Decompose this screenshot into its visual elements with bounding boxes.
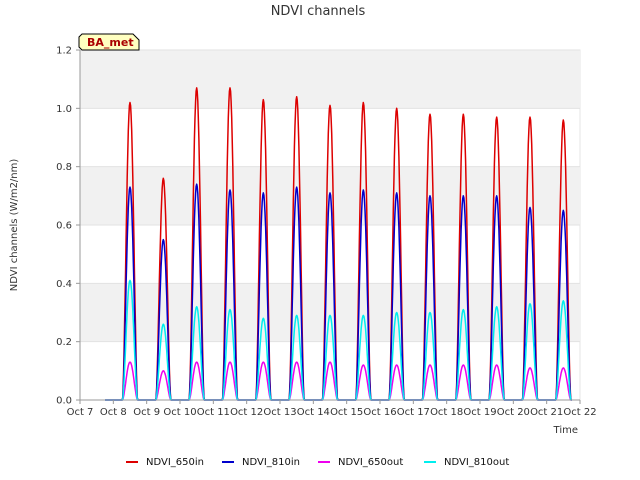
x-axis-label: Time	[553, 425, 578, 436]
grid-band	[80, 50, 580, 109]
x-tick-label: Oct 14	[297, 407, 330, 418]
grid-band	[80, 283, 580, 342]
y-tick-label: 0.6	[56, 221, 72, 232]
y-tick-label: 0.4	[56, 279, 72, 290]
y-tick-label: 0.0	[56, 396, 72, 407]
x-tick-label: Oct 17	[397, 407, 430, 418]
legend: NDVI_650in NDVI_810in NDVI_650out NDVI_810o…	[126, 457, 509, 468]
x-tick-label: Oct 8	[100, 407, 127, 418]
x-tick-label: Oct 13	[263, 407, 296, 418]
legend-label: NDVI_810in	[242, 457, 300, 468]
legend-label: NDVI_650out	[338, 457, 403, 468]
x-tick-label: Oct 22	[563, 407, 596, 418]
plot-background	[79, 49, 581, 401]
x-tick-label: Oct 15	[330, 407, 363, 418]
y-axis-label: NDVI channels (W/m2/nm)	[9, 159, 20, 292]
x-tick-label: Oct 18	[430, 407, 463, 418]
badge-text: BA_met	[87, 36, 134, 49]
chart-title: NDVI channels	[271, 4, 366, 19]
y-tick-label: 1.2	[56, 46, 72, 57]
x-tick-label: Oct 20	[497, 407, 530, 418]
x-tick-label: Oct 16	[363, 407, 396, 418]
legend-label: NDVI_650in	[146, 457, 204, 468]
x-tick-label: Oct 9	[133, 407, 160, 418]
y-tick-label: 0.8	[56, 162, 72, 173]
x-tick-label: Oct 12	[230, 407, 263, 418]
x-tick-label: Oct 7	[67, 407, 94, 418]
x-tick-label: Oct 10	[163, 407, 196, 418]
x-tick-label: Oct 11	[197, 407, 230, 418]
y-tick-label: 1.0	[56, 104, 72, 115]
site-badge: BA_met	[78, 33, 140, 51]
badge-shape	[78, 33, 140, 51]
x-tick-label: Oct 19	[463, 407, 496, 418]
legend-label: NDVI_810out	[444, 457, 509, 468]
y-tick-label: 0.2	[56, 337, 72, 348]
x-tick-label: Oct 21	[530, 407, 563, 418]
